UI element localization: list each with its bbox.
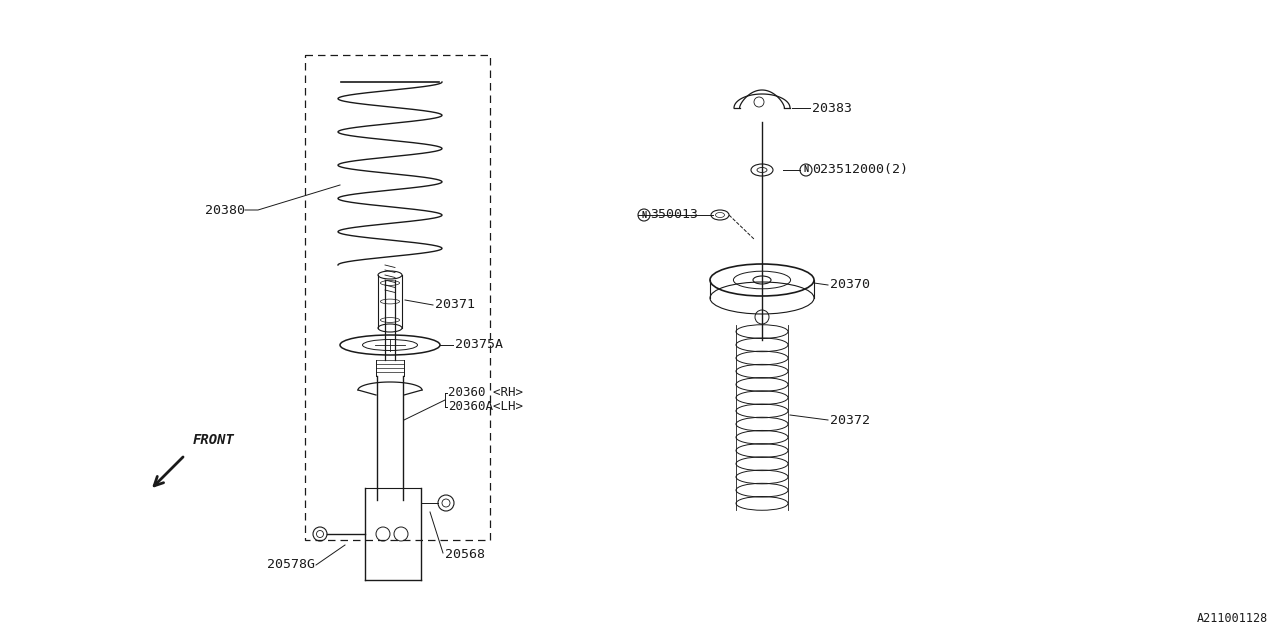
Text: 20375A: 20375A	[454, 339, 503, 351]
Text: 20383: 20383	[812, 102, 852, 115]
Text: 20372: 20372	[829, 413, 870, 426]
Bar	[305, 55, 490, 540]
Text: 023512000(2): 023512000(2)	[812, 163, 908, 177]
Text: A211001128: A211001128	[1197, 612, 1268, 625]
Text: 20360A<LH>: 20360A<LH>	[448, 401, 524, 413]
Text: 20370: 20370	[829, 278, 870, 291]
Text: 20360 <RH>: 20360 <RH>	[448, 387, 524, 399]
Text: 20380: 20380	[205, 204, 244, 216]
Text: 20568: 20568	[445, 548, 485, 561]
Text: N: N	[804, 166, 809, 175]
Text: 20578G: 20578G	[268, 559, 315, 572]
Text: 20371: 20371	[435, 298, 475, 312]
Text: N: N	[641, 211, 646, 220]
Text: FRONT: FRONT	[193, 433, 234, 447]
Text: 350013: 350013	[650, 209, 698, 221]
